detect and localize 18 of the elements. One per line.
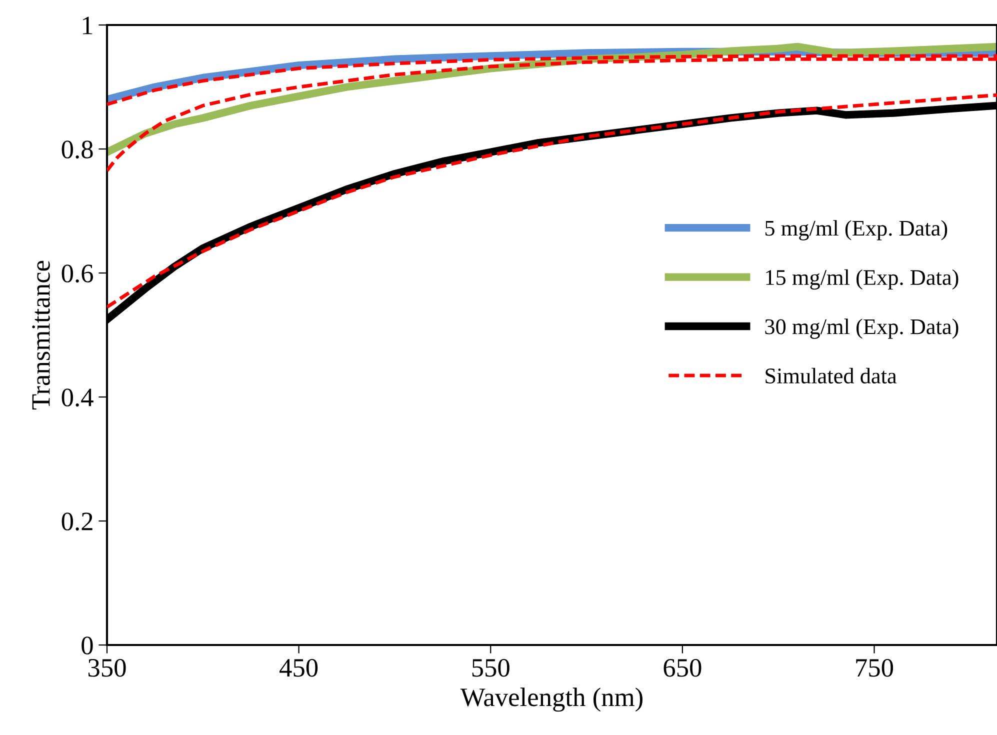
legend-label: Simulated data [766, 368, 897, 384]
y-axis-title: Transmittance [32, 260, 50, 410]
x-axis-title: Wavelength (nm) [460, 688, 642, 712]
legend-label: 15 mg/ml (Exp. Data) [766, 269, 958, 290]
x-tick-label: 450 [280, 658, 318, 677]
y-tick-label: 0.2 [62, 512, 92, 531]
legend-label: 5 mg/ml (Exp. Data) [765, 220, 948, 240]
legend-label: 30 mg/ml (Exp. Data) [765, 318, 958, 339]
line-series [107, 57, 997, 172]
x-tick-label: 350 [88, 658, 126, 677]
y-tick-label: 0.6 [62, 264, 94, 283]
x-tick-label: 550 [472, 658, 510, 677]
x-tick-label: 650 [664, 658, 702, 677]
y-tick-label: 0 [82, 636, 93, 654]
x-tick-label: 750 [856, 658, 894, 677]
y-tick-label: 0.4 [62, 388, 94, 407]
y-tick-label: 0.8 [62, 140, 93, 159]
y-tick-label: 1 [82, 16, 92, 34]
